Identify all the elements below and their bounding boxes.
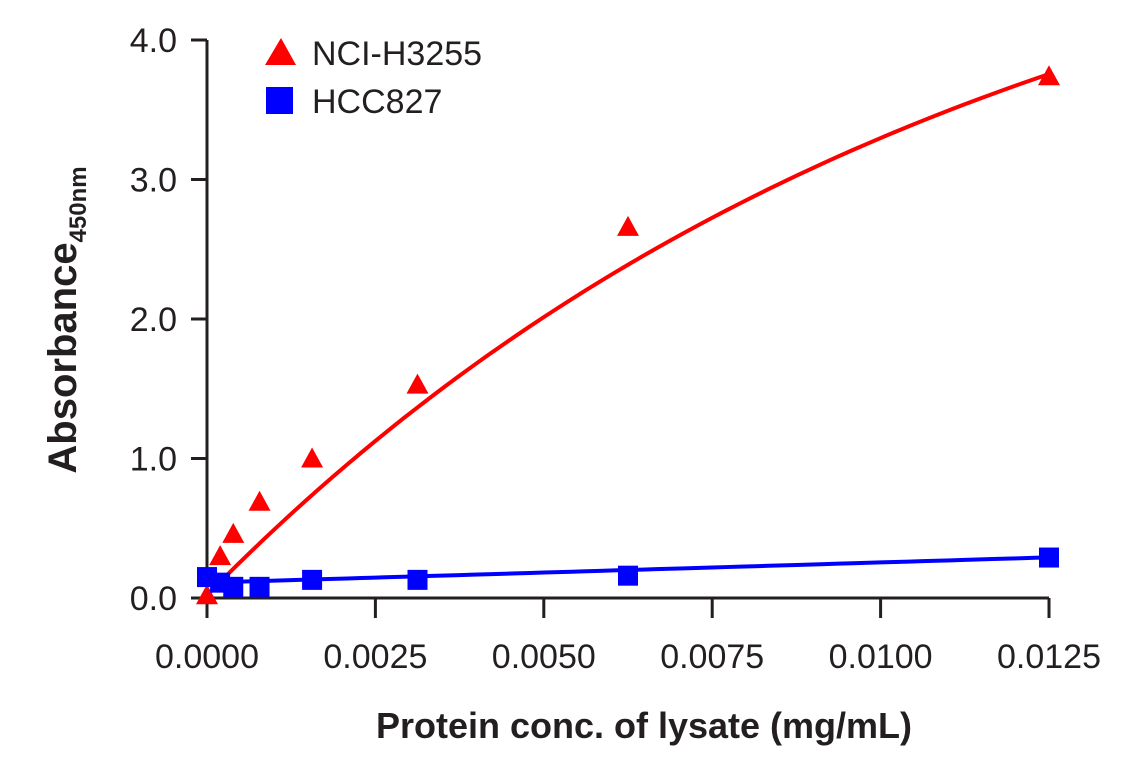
axes: 0.0 1.0 2.0 3.0 4.0 0.0000 0.0025 0.0050 0.0075 0… — [130, 22, 1101, 676]
fit-curves — [205, 72, 1050, 597]
triangle-icon — [265, 38, 296, 65]
y-tick-label: 2.0 — [130, 301, 177, 339]
x-tick-label: 0.0125 — [997, 638, 1101, 676]
triangle-marker — [301, 447, 324, 468]
y-axis-title-main: Absorbance — [41, 242, 85, 473]
legend-item-nci-h3255: NCI-H3255 — [265, 35, 482, 73]
y-tick-label: 0.0 — [130, 580, 177, 618]
fit-curve-nci-h3255 — [205, 72, 1050, 597]
square-marker — [618, 565, 638, 586]
triangle-marker — [406, 373, 429, 394]
data-markers — [196, 65, 1060, 605]
x-tick-label: 0.0075 — [660, 638, 764, 676]
square-marker — [1039, 547, 1059, 568]
square-marker — [223, 576, 244, 597]
square-marker — [302, 569, 323, 590]
square-marker — [407, 569, 428, 590]
x-tick-label: 0.0100 — [829, 638, 933, 676]
y-axis-title: Absorbance450nm — [41, 166, 92, 473]
triangle-marker — [1038, 65, 1060, 86]
y-axis-title-subscript: 450nm — [65, 166, 92, 242]
legend-item-hcc827: HCC827 — [266, 83, 442, 121]
x-tick-label: 0.0025 — [323, 638, 427, 676]
y-tick-label: 3.0 — [130, 162, 177, 200]
triangle-marker — [617, 215, 639, 236]
legend: NCI-H3255 HCC827 — [265, 35, 482, 121]
legend-label: NCI-H3255 — [312, 35, 482, 73]
triangle-marker — [196, 584, 218, 605]
x-tick-label: 0.0050 — [492, 638, 596, 676]
square-icon — [266, 87, 293, 114]
y-tick-label: 1.0 — [130, 441, 177, 479]
legend-label: HCC827 — [312, 83, 442, 121]
x-tick-label: 0.0000 — [155, 638, 259, 676]
triangle-marker — [209, 545, 232, 566]
triangle-marker — [248, 490, 271, 511]
triangle-marker — [222, 522, 245, 543]
square-marker — [249, 576, 270, 597]
x-axis-title: Protein conc. of lysate (mg/mL) — [376, 705, 912, 746]
y-tick-label: 4.0 — [130, 22, 177, 60]
